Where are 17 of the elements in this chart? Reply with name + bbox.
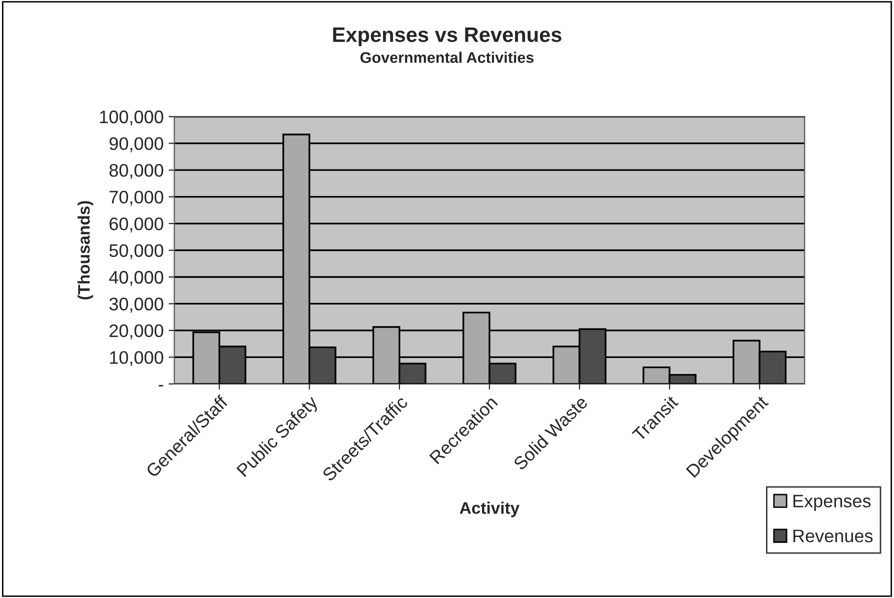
y-tick-label: 100,000 [100,110,164,126]
chart-title: Expenses vs Revenues [333,28,562,46]
legend-label: Expenses [793,494,871,511]
y-tick-label: 80,000 [109,164,164,179]
y-tick-label: 40,000 [109,270,164,286]
y-tick-label: 30,000 [109,298,164,313]
y-axis-title: (Thousands) [78,201,94,300]
chart-subtitle: Governmental Activities [360,52,534,63]
y-tick-label: 70,000 [110,190,164,206]
y-tick-label: - [158,384,164,386]
y-tick-label: 60,000 [110,217,164,232]
y-tick-label: 90,000 [110,137,164,152]
x-axis-title: Activity [460,502,520,518]
y-tick-label: 20,000 [110,324,164,340]
legend-label: Revenues [793,530,873,542]
y-tick-label: 50,000 [109,244,164,260]
y-tick-label: 10,000 [110,351,164,366]
